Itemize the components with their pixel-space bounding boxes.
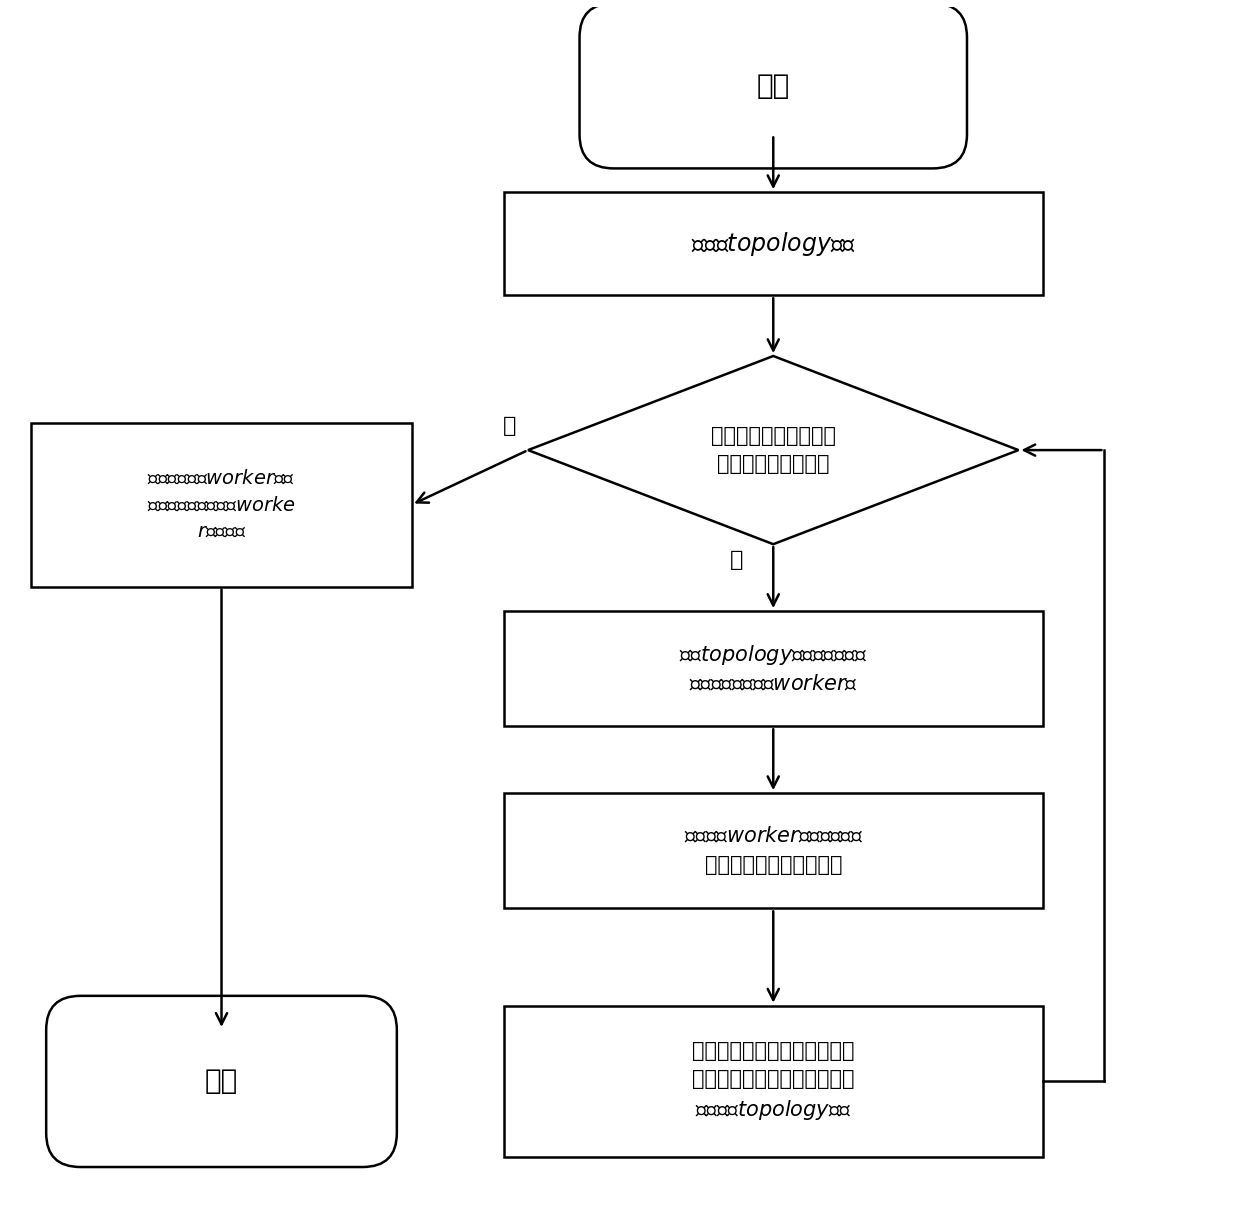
Bar: [503, 612, 1043, 726]
Text: 按照数据库中$worker$的能
耗优先级为低能耗的$worke$
$r$分配任务: 按照数据库中$worker$的能 耗优先级为低能耗的$worke$ $r$分配任…: [148, 469, 296, 540]
Text: 判断在能耗模型的数据
库中是否有相关信息: 判断在能耗模型的数据 库中是否有相关信息: [711, 426, 836, 474]
FancyBboxPatch shape: [579, 4, 967, 168]
Text: 是: 是: [502, 415, 516, 436]
Text: 否: 否: [730, 550, 743, 570]
Bar: [503, 192, 1043, 295]
Text: 结束: 结束: [205, 1067, 238, 1095]
Bar: [503, 793, 1043, 909]
Polygon shape: [528, 356, 1018, 544]
Text: 提交的$topology$任务: 提交的$topology$任务: [691, 230, 856, 258]
Text: 根据能耗模型评判该任务的优
先级，并更新优先级列表，重
新提交该$topology$任务: 根据能耗模型评判该任务的优 先级，并更新优先级列表，重 新提交该$topolog…: [692, 1041, 854, 1122]
FancyBboxPatch shape: [46, 996, 397, 1167]
Bar: [503, 1006, 1043, 1157]
Text: 监控每个$worker$上的能耗信息
并写入能耗模型的数据库: 监控每个$worker$上的能耗信息 并写入能耗模型的数据库: [683, 826, 863, 874]
Text: 开始: 开始: [756, 72, 790, 99]
Bar: [31, 422, 412, 587]
Text: 将该$topology$任务分配到集群
中各个节点的各个$worker$上: 将该$topology$任务分配到集群 中各个节点的各个$worker$上: [680, 642, 867, 695]
